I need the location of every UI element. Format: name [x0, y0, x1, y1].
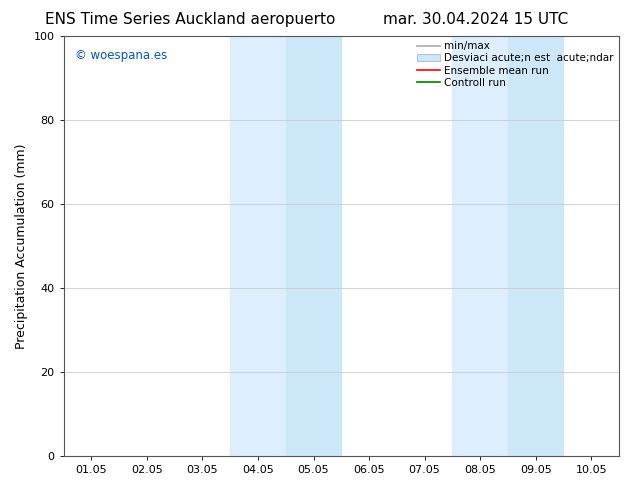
Bar	[508, 36, 564, 456]
Text: mar. 30.04.2024 15 UTC: mar. 30.04.2024 15 UTC	[383, 12, 568, 27]
Bar	[286, 36, 341, 456]
Y-axis label: Precipitation Accumulation (mm): Precipitation Accumulation (mm)	[15, 143, 28, 349]
Text: ENS Time Series Auckland aeropuerto: ENS Time Series Auckland aeropuerto	[45, 12, 335, 27]
Legend: min/max, Desviaci acute;n est  acute;ndar, Ensemble mean run, Controll run: min/max, Desviaci acute;n est acute;ndar…	[417, 41, 614, 88]
Text: © woespana.es: © woespana.es	[75, 49, 167, 62]
Bar	[230, 36, 286, 456]
Bar	[453, 36, 508, 456]
